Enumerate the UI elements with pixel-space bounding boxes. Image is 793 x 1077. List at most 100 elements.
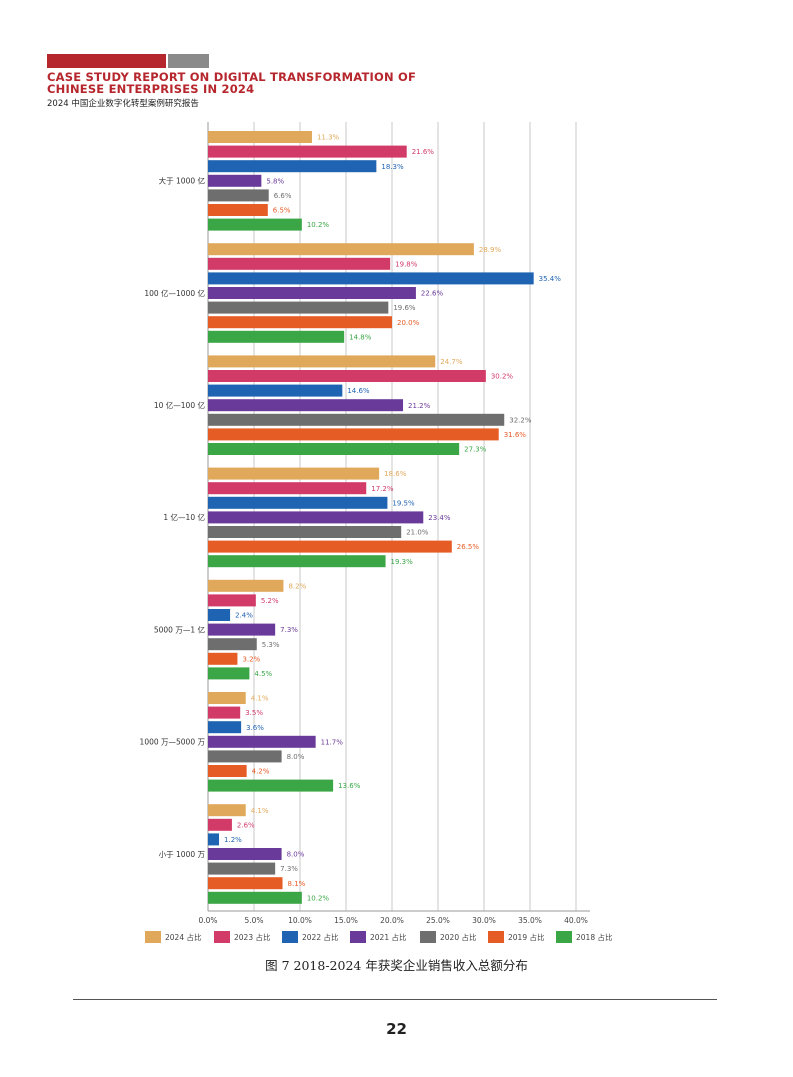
data-label: 2.4% [235, 612, 253, 620]
legend-label: 2024 占比 [165, 932, 202, 942]
bar [208, 257, 391, 270]
bar [208, 301, 389, 314]
legend-label: 2019 占比 [508, 932, 545, 942]
data-label: 32.2% [509, 416, 532, 424]
bar [208, 243, 474, 256]
data-label: 5.3% [262, 641, 280, 649]
data-label: 4.2% [252, 768, 270, 776]
legend-swatch [488, 931, 504, 943]
data-label: 1.2% [224, 836, 242, 844]
legend-swatch [350, 931, 366, 943]
data-label: 3.2% [242, 655, 260, 663]
data-label: 27.3% [464, 446, 487, 454]
data-label: 2.6% [237, 821, 255, 829]
bar [208, 862, 276, 875]
legend-swatch [420, 931, 436, 943]
bar [208, 555, 386, 568]
category-label: 小于 1000 万 [159, 850, 206, 859]
data-label: 8.0% [287, 851, 305, 859]
data-label: 8.1% [288, 880, 306, 888]
bar [208, 667, 250, 680]
data-label: 35.4% [539, 275, 562, 283]
bar [208, 399, 404, 412]
bar [208, 467, 380, 480]
legend-label: 2020 占比 [440, 932, 477, 942]
x-tick-label: 25.0% [426, 916, 450, 925]
data-label: 6.6% [274, 192, 292, 200]
data-label: 11.7% [321, 738, 344, 746]
bar [208, 891, 302, 904]
page-number: 22 [386, 1020, 407, 1038]
bar [208, 818, 232, 831]
bar [208, 848, 282, 860]
figure-caption: 图 7 2018-2024 年获奖企业销售收入总额分布 [265, 958, 528, 973]
bar [208, 384, 343, 397]
data-label: 5.2% [261, 597, 279, 605]
bar [208, 526, 402, 538]
bar [208, 721, 242, 734]
data-label: 26.5% [457, 543, 480, 551]
legend-swatch [282, 931, 298, 943]
bar [208, 131, 312, 143]
bar [208, 189, 269, 202]
header-red-bar [47, 54, 166, 68]
bar [208, 877, 283, 890]
category-label: 10 亿—100 亿 [154, 400, 206, 410]
bar [208, 204, 268, 216]
data-label: 5.8% [266, 177, 284, 185]
data-label: 13.6% [338, 782, 361, 790]
bar [208, 833, 220, 846]
bar [208, 316, 392, 329]
bar [208, 638, 257, 651]
bar [208, 735, 316, 748]
bar [208, 765, 247, 777]
data-label: 6.5% [273, 207, 291, 215]
bar [208, 511, 424, 524]
bar [208, 540, 452, 553]
legend-label: 2018 占比 [576, 932, 613, 942]
data-label: 4.1% [251, 695, 269, 703]
bar [208, 218, 302, 231]
data-label: 18.6% [384, 470, 407, 478]
bar [208, 482, 367, 495]
bar [208, 609, 231, 621]
data-label: 4.5% [254, 670, 272, 678]
bar [208, 370, 486, 382]
category-label: 100 亿—1000 亿 [144, 288, 205, 298]
report-title: CASE STUDY REPORT ON DIGITAL TRANSFORMAT… [47, 70, 417, 96]
data-label: 19.5% [392, 499, 415, 507]
bar [208, 145, 407, 158]
bar [208, 355, 436, 368]
x-tick-label: 5.0% [244, 916, 263, 925]
data-label: 14.6% [347, 387, 370, 395]
x-tick-label: 35.0% [518, 916, 542, 925]
x-tick-label: 15.0% [334, 916, 358, 925]
data-label: 7.3% [280, 626, 298, 634]
bar [208, 579, 284, 592]
category-label: 1000 万—5000 万 [140, 738, 206, 747]
x-tick-label: 30.0% [472, 916, 496, 925]
bar [208, 287, 416, 299]
data-label: 17.2% [371, 485, 394, 493]
data-label: 14.8% [349, 333, 372, 341]
legend-label: 2023 占比 [234, 932, 271, 942]
x-tick-label: 40.0% [564, 916, 588, 925]
data-label: 20.0% [397, 319, 420, 327]
data-label: 7.3% [280, 865, 298, 873]
bar [208, 779, 334, 792]
category-label: 大于 1000 亿 [159, 176, 206, 186]
legend-swatch [214, 931, 230, 943]
bar [208, 160, 377, 173]
header-gray-bar [168, 54, 209, 68]
category-label: 5000 万—1 亿 [154, 624, 206, 634]
data-label: 28.9% [479, 246, 502, 254]
bar [208, 623, 276, 636]
bar [208, 496, 388, 509]
report-subtitle: 2024 中国企业数字化转型案例研究报告 [47, 99, 199, 109]
data-label: 31.6% [504, 431, 527, 439]
data-label: 4.1% [251, 807, 269, 815]
bar [208, 692, 246, 704]
legend-swatch [556, 931, 572, 943]
data-label: 8.0% [287, 753, 305, 761]
data-label: 19.8% [395, 260, 418, 268]
